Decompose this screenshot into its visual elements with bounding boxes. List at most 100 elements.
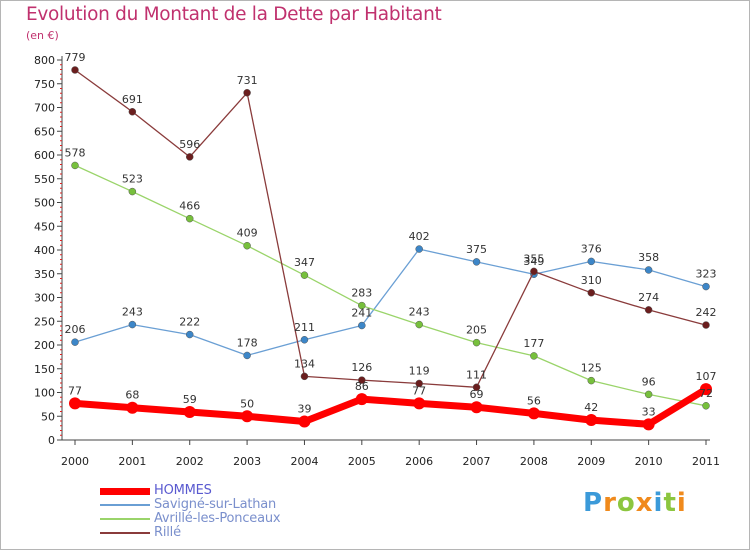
y-tick-label: 250	[34, 315, 55, 328]
data-label: 86	[355, 380, 369, 393]
data-label: 56	[527, 394, 541, 407]
data-point	[71, 338, 79, 346]
data-point	[243, 351, 251, 360]
data-point	[644, 266, 653, 274]
x-tick-label: 2011	[692, 455, 720, 468]
data-point	[530, 352, 538, 360]
data-label: 33	[642, 405, 656, 418]
data-point	[587, 289, 596, 297]
data-label: 347	[294, 256, 315, 269]
y-tick-label: 450	[34, 220, 55, 233]
data-point	[644, 390, 653, 399]
data-point	[300, 336, 309, 344]
data-label: 39	[297, 402, 311, 415]
y-tick-label: 150	[34, 363, 55, 376]
x-tick-label: 2007	[463, 455, 491, 468]
x-tick-label: 2010	[635, 455, 663, 468]
data-label: 243	[409, 306, 430, 319]
data-point	[585, 414, 598, 427]
data-point	[470, 401, 483, 414]
x-tick-label: 2006	[405, 455, 433, 468]
data-point	[298, 415, 311, 428]
data-label: 466	[179, 200, 200, 213]
data-point	[702, 282, 710, 291]
data-label: 119	[409, 364, 430, 377]
data-label: 691	[122, 93, 143, 106]
data-point	[472, 383, 481, 392]
data-label: 178	[237, 336, 258, 349]
y-tick-label: 50	[41, 410, 55, 423]
x-tick-label: 2001	[118, 455, 146, 468]
y-tick-label: 700	[34, 102, 55, 115]
data-label: 107	[696, 370, 717, 383]
x-tick-label: 2008	[520, 455, 548, 468]
data-point	[71, 161, 79, 170]
data-point	[358, 321, 366, 330]
data-label: 177	[523, 337, 544, 350]
data-point	[472, 338, 481, 347]
data-point	[702, 321, 710, 329]
unit-label: (en €)	[26, 29, 59, 42]
data-point	[185, 330, 194, 339]
x-tick-label: 2005	[348, 455, 376, 468]
series-line	[74, 164, 707, 407]
data-label: 222	[179, 316, 200, 329]
y-tick-label: 650	[34, 125, 55, 138]
data-point	[185, 153, 194, 161]
logo-letter: i	[676, 488, 687, 518]
legend-label: Savigné-sur-Lathan	[154, 497, 277, 512]
legend-label: HOMMES	[154, 483, 212, 498]
data-point	[243, 241, 251, 250]
legend-label: Rillé	[154, 525, 181, 540]
data-label: 243	[122, 306, 143, 319]
data-label: 211	[294, 321, 315, 334]
data-point	[527, 407, 540, 420]
data-point	[185, 214, 194, 223]
data-point	[644, 306, 653, 314]
data-label: 206	[65, 323, 86, 336]
x-tick-label: 2002	[176, 455, 204, 468]
logo-letter: x	[635, 488, 654, 518]
data-point	[183, 405, 196, 418]
data-point	[358, 376, 366, 384]
data-label: 126	[351, 361, 372, 374]
x-tick-label: 2004	[290, 455, 318, 468]
logo-letter: i	[653, 488, 664, 518]
y-tick-label: 0	[48, 434, 55, 447]
y-tick-label: 550	[34, 173, 55, 186]
logo-letter: t	[663, 488, 677, 518]
x-tick-label: 2000	[61, 455, 89, 468]
y-tick-label: 600	[34, 149, 55, 162]
y-tick-label: 400	[34, 244, 55, 257]
data-label: 96	[642, 375, 656, 388]
data-point	[472, 258, 481, 266]
data-point	[415, 245, 423, 253]
y-tick-label: 500	[34, 197, 55, 210]
y-tick-label: 100	[34, 387, 55, 400]
data-point	[642, 418, 655, 431]
data-point	[128, 108, 137, 116]
data-label: 578	[65, 146, 86, 159]
data-point	[587, 376, 596, 385]
data-label: 134	[294, 357, 315, 370]
data-label: 376	[581, 242, 602, 255]
data-point	[700, 383, 712, 396]
data-label: 241	[351, 307, 372, 320]
data-point	[530, 267, 538, 276]
x-tick-label: 2003	[233, 455, 261, 468]
data-label: 274	[638, 291, 659, 304]
data-point	[69, 397, 81, 410]
data-label: 355	[523, 252, 544, 265]
data-label: 358	[638, 251, 659, 264]
data-label: 779	[65, 51, 86, 64]
data-label: 310	[581, 274, 602, 287]
data-label: 323	[696, 268, 717, 281]
data-point	[415, 379, 423, 388]
data-label: 242	[696, 306, 717, 319]
series-line	[71, 385, 710, 428]
data-point	[355, 393, 368, 406]
legend-swatch	[100, 488, 150, 495]
y-tick-label: 350	[34, 268, 55, 281]
line-chart: 0501001502002503003504004505005506006507…	[34, 51, 720, 468]
data-label: 731	[237, 74, 258, 87]
